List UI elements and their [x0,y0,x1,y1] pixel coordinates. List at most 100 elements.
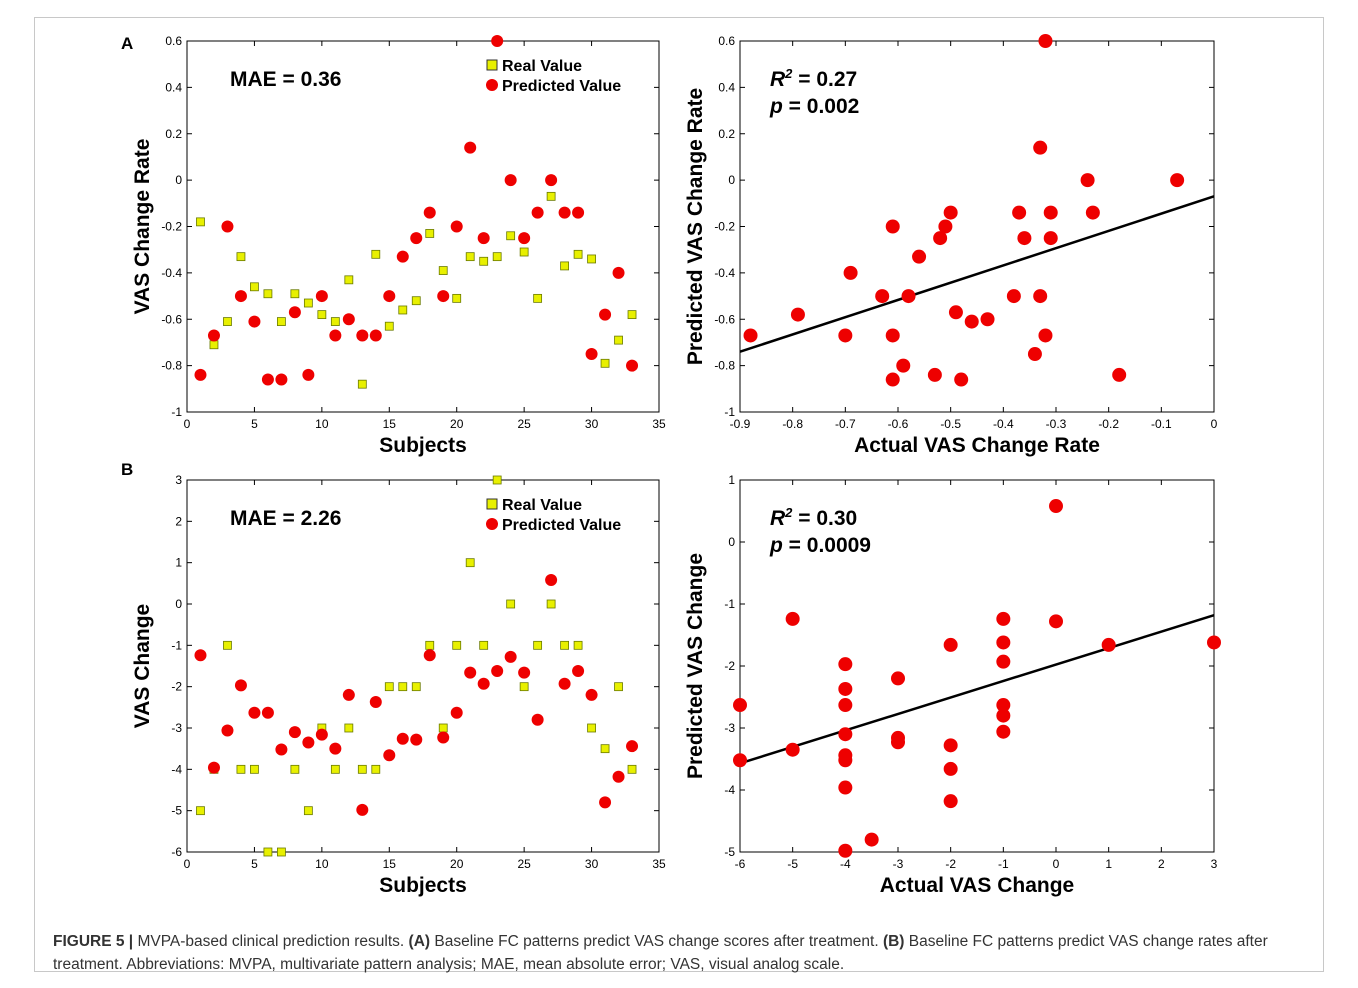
data-point-predicted [1033,140,1048,155]
data-point-real [627,764,637,774]
legend-marker-real [486,59,498,71]
data-point-predicted [558,206,571,219]
x-tick-label: 5 [251,857,258,871]
chart-panel-A-left: 0 5 10 15 20 25 30 35 -1 -0.8 -0.6 -0.4 -0.2 0 0.2 0.4 0… [121,34,666,457]
data-point-real [452,293,462,303]
y-tick-label: -0.6 [714,312,735,326]
data-point-real [276,847,286,857]
data-point-predicted [943,761,958,776]
p-value: = 0.0009 [783,534,871,557]
data-point-predicted [1085,205,1100,220]
y-axis-label: VAS Change [131,604,154,728]
x-axis-label: Subjects [379,434,467,457]
data-point-predicted [885,372,900,387]
p-value-annotation: p = 0.0009 [769,534,871,557]
data-point-predicted [1101,637,1116,652]
legend-label-predicted: Predicted Value [502,78,621,95]
data-point-real [452,640,462,650]
data-point-predicted [948,305,963,320]
data-point-predicted [838,780,853,795]
y-tick-label: -1 [724,597,735,611]
data-point-predicted [1049,499,1063,514]
x-tick-label: 0 [184,417,191,431]
data-point-predicted [1038,34,1053,48]
y-tick-label: -1 [171,405,182,419]
x-tick-label: 0 [1211,417,1218,431]
data-point-predicted [875,289,890,304]
data-point-real [276,317,286,326]
x-tick-label: 0 [1053,857,1060,871]
x-tick-label: -0.6 [888,417,909,431]
data-point-predicted [234,290,247,303]
y-tick-label: 0.6 [718,34,735,48]
data-point-predicted [437,731,450,744]
mae-annotation: MAE = 0.36 [230,68,341,91]
data-point-predicted [954,372,969,387]
data-point-predicted [612,770,625,783]
data-point-predicted [996,698,1011,713]
data-point-real [196,217,205,227]
x-tick-label: 25 [517,857,531,871]
x-tick-label: -0.5 [940,417,961,431]
data-point-predicted [221,220,234,233]
data-point-predicted [1207,635,1221,650]
data-point-real [209,340,219,350]
data-point-predicted [383,290,396,303]
chart-panel-A-right: -0.9 -0.8 -0.7 -0.6 -0.5 -0.4 -0.3 -0.2 -0.1 0 -1 -… [684,34,1218,457]
data-point-real [438,266,448,275]
panel-label: B [121,460,133,479]
data-point-predicted [491,664,504,677]
data-point-predicted [383,749,396,762]
data-point-predicted [531,206,544,219]
y-tick-label: -5 [171,804,182,818]
y-tick-label: 0 [728,173,735,187]
data-point-predicted [933,231,948,246]
data-point-real [290,764,300,774]
data-point-predicted [207,329,220,342]
data-point-real [479,256,489,266]
data-point-real [357,764,367,774]
chart-panel-B-left: 0 5 10 15 20 25 30 35 -6 -5 -4 -3 -2 -1 0 1 2 3 Subjects VA… [121,460,666,897]
x-tick-label: -5 [787,857,798,871]
r-squared-value: = 0.30 [792,507,857,530]
data-point-real [303,806,313,816]
x-tick-label: -0.4 [993,417,1014,431]
y-tick-label: -2 [171,680,182,694]
y-tick-label: -2 [724,659,735,673]
data-point-real [560,640,569,650]
data-point-real [533,640,543,650]
mae-annotation: MAE = 2.26 [230,507,341,530]
data-point-predicted [410,232,423,245]
y-tick-label: -1 [724,405,735,419]
data-point-predicted [843,265,858,280]
data-point-predicted [599,308,612,321]
data-point-real [600,358,610,368]
data-point-predicted [194,649,207,662]
legend-marker-predicted [486,518,498,530]
data-point-real [398,682,408,692]
plot-area-frame [186,479,660,853]
x-tick-label: 5 [251,417,258,431]
data-point-predicted [938,219,953,234]
data-point-predicted [612,266,625,279]
data-point-predicted [743,328,758,343]
data-point-real [357,379,367,389]
r-squared-superscript: 2 [784,66,793,81]
caption-b-text: Baseline FC patterns predict VAS change … [53,933,1268,973]
data-point-predicted [261,706,274,719]
y-tick-label: 3 [175,473,182,487]
y-tick-label: -0.8 [161,359,182,373]
r-symbol: R [770,68,786,91]
x-tick-label: 10 [315,417,329,431]
data-point-real [384,321,394,331]
data-point-predicted [785,611,800,626]
legend-marker-predicted [486,79,498,91]
data-point-real [303,298,313,308]
x-tick-label: 20 [450,417,464,431]
data-point-predicted [996,611,1011,626]
y-tick-label: 0 [728,535,735,549]
data-point-predicted [356,803,369,816]
data-point-predicted [477,677,490,690]
data-point-predicted [1049,614,1063,629]
data-point-real [546,599,556,609]
